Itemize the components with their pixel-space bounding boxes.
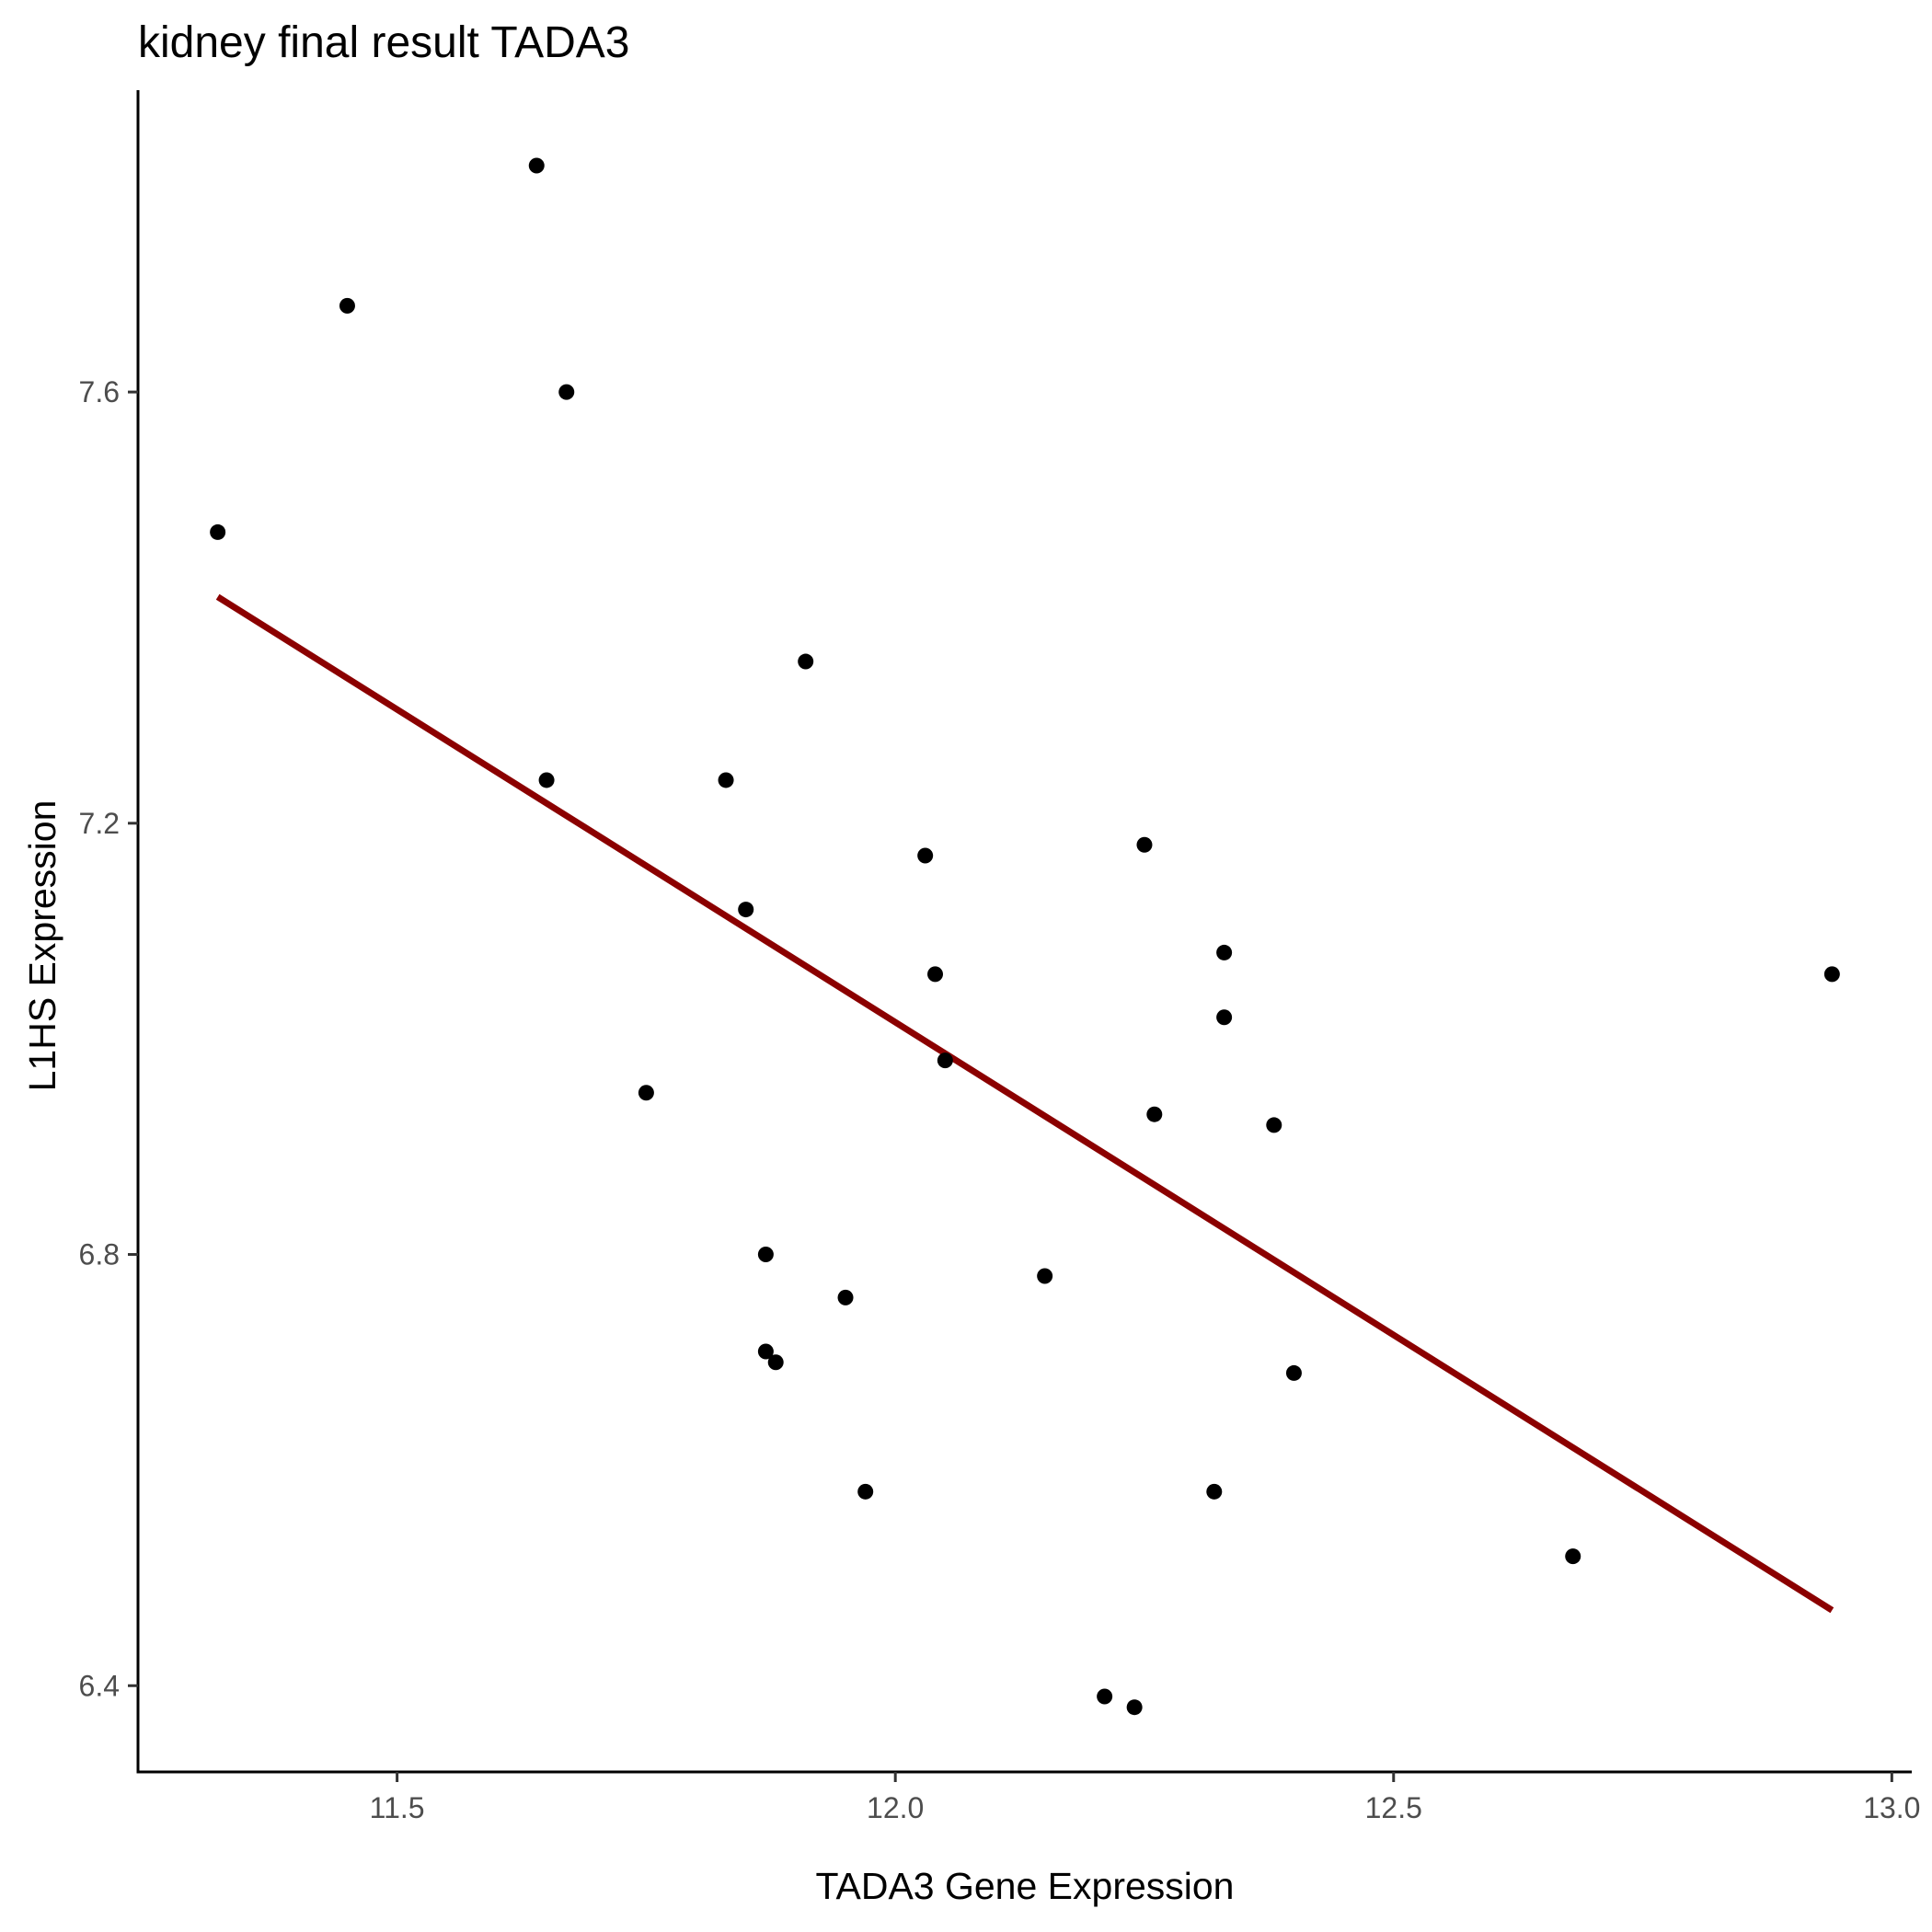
data-point (757, 1247, 774, 1263)
regression-line (215, 593, 1834, 1614)
data-point (917, 847, 934, 864)
data-point (1097, 1688, 1113, 1705)
data-point (558, 384, 575, 400)
data-point (1823, 966, 1840, 983)
data-point (1206, 1483, 1223, 1500)
data-point (1216, 1009, 1233, 1026)
data-point (1146, 1106, 1163, 1122)
data-point (1126, 1699, 1143, 1716)
data-point (927, 966, 944, 983)
data-point (837, 1289, 854, 1305)
data-point (718, 772, 734, 788)
chart-title: kidney final result TADA3 (138, 18, 629, 67)
data-point (1266, 1117, 1282, 1133)
data-point (798, 653, 814, 670)
data-point (528, 157, 545, 174)
y-axis-label: L1HS Expression (21, 800, 63, 1092)
points-layer (210, 157, 1840, 1716)
x-axis-label: TADA3 Gene Expression (815, 1865, 1234, 1907)
x-ticks: 11.5 12.0 12.5 13.0 (370, 1772, 1920, 1824)
y-ticks: 6.4 6.8 7.2 7.6 (79, 375, 138, 1702)
y-tick-label: 7.2 (79, 807, 120, 840)
data-point (538, 772, 555, 788)
data-point (1565, 1548, 1581, 1565)
data-point (1136, 836, 1153, 853)
fit-line-layer (215, 593, 1834, 1614)
data-point (210, 523, 226, 540)
data-point (1285, 1364, 1302, 1381)
data-point (767, 1354, 784, 1371)
x-tick-label: 12.0 (867, 1791, 924, 1824)
y-tick-label: 6.8 (79, 1238, 120, 1271)
x-tick-label: 13.0 (1863, 1791, 1920, 1824)
x-tick-label: 11.5 (370, 1791, 425, 1824)
data-point (738, 902, 754, 918)
data-point (757, 1343, 774, 1360)
data-point (937, 1052, 953, 1069)
data-point (638, 1085, 654, 1101)
data-point (339, 297, 355, 314)
x-tick-label: 12.5 (1365, 1791, 1422, 1824)
data-point (857, 1483, 874, 1500)
data-point (1037, 1268, 1053, 1284)
data-point (1216, 944, 1233, 960)
y-tick-label: 7.6 (79, 375, 120, 408)
axes (136, 90, 1912, 1774)
y-tick-label: 6.4 (79, 1669, 120, 1702)
